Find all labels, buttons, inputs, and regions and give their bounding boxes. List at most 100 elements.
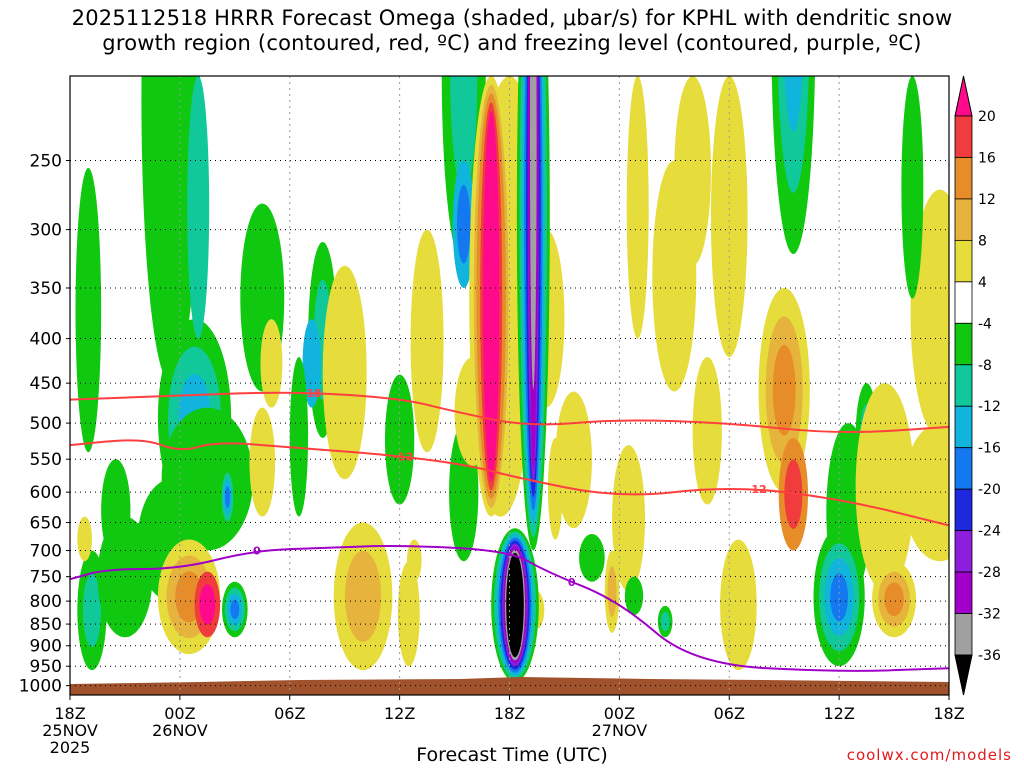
omega-blob [612, 445, 646, 592]
x-tick-label: 25NOV [42, 721, 98, 740]
y-tick-label: 500 [30, 414, 62, 434]
omega-blob [720, 539, 757, 671]
x-tick-label: 00Z [164, 704, 195, 723]
x-tick-label: 18Z [933, 704, 964, 723]
omega-blob [784, 459, 803, 529]
x-tick-label: 27NOV [592, 721, 648, 740]
omega-blob [901, 76, 924, 299]
contour-label: 0 [568, 576, 576, 589]
colorbar-swatch [954, 281, 973, 324]
contour-label: -12 [747, 483, 767, 496]
y-tick-label: 450 [30, 374, 62, 394]
omega-blob [187, 76, 210, 339]
omega-blob [903, 423, 949, 562]
contour-label: -12 [393, 450, 413, 463]
omega-blob [830, 573, 849, 622]
omega-blob [249, 407, 276, 517]
title-line-2: growth region (contoured, red, ºC) and f… [102, 31, 922, 55]
colorbar-swatch [954, 488, 973, 532]
omega-blob [660, 611, 670, 632]
y-tick-label: 700 [30, 542, 62, 562]
y-tick-label: 600 [30, 483, 62, 503]
x-tick-label: 00Z [604, 704, 635, 723]
contour-label: 0 [253, 544, 261, 557]
omega-blob [624, 576, 644, 616]
y-tick-label: 850 [30, 615, 62, 635]
omega-blob [75, 168, 102, 453]
colorbar-swatch [954, 157, 973, 200]
omega-blob [230, 599, 240, 620]
y-tick-label: 800 [30, 592, 62, 612]
omega-blob [384, 374, 415, 505]
x-tick-label: 18Z [494, 704, 525, 723]
omega-blob [692, 357, 722, 505]
y-tick-label: 650 [30, 513, 62, 533]
omega-blob [322, 265, 367, 480]
x-tick-label: 12Z [384, 704, 415, 723]
omega-blob [344, 550, 382, 642]
colorbar-label: 20 [978, 109, 996, 125]
contours: -18 -12 -12 0 0 [70, 387, 949, 672]
colorbar-label: -36 [978, 648, 1001, 664]
omega-blob [884, 582, 904, 617]
x-tick-label: 18Z [54, 704, 85, 723]
omega-blob [784, 76, 803, 132]
colorbar-label: -12 [978, 399, 1001, 415]
y-tick-label: 750 [30, 568, 62, 588]
colorbar-label: -24 [978, 524, 1001, 540]
colorbar-swatch [954, 198, 973, 241]
omega-shading [75, 76, 949, 682]
contour-line [70, 439, 949, 527]
omega-blob [855, 383, 915, 592]
title-line-1: 2025112518 HRRR Forecast Omega (shaded, … [71, 6, 953, 30]
colorbar-label: 4 [978, 275, 987, 291]
omega-blob [82, 573, 101, 648]
colorbar: 20 16 12 8 4 -4 -8 -12 -16 -20 -24 -28 -32 -36 [954, 75, 1001, 696]
colorbar-swatch [954, 115, 973, 158]
y-tick-label: 400 [30, 330, 62, 350]
contour-label: -18 [302, 387, 322, 400]
y-tick-label: 1000 [19, 677, 62, 697]
colorbar-label: -16 [978, 441, 1001, 457]
surface-ground [70, 677, 949, 695]
omega-blob [450, 76, 478, 192]
colorbar-label: -8 [978, 358, 992, 374]
colorbar-label: -20 [978, 482, 1001, 498]
omega-blob [224, 486, 231, 508]
omega-storm-core [530, 76, 537, 390]
x-tick-label: 06Z [274, 704, 305, 723]
colorbar-label: -28 [978, 565, 1001, 581]
omega-blob [260, 319, 283, 408]
omega-blob [778, 76, 809, 193]
omega-blob [101, 459, 131, 562]
y-tick-label: 300 [30, 221, 62, 241]
colorbar-swatch [954, 530, 973, 573]
omega-storm-core [482, 111, 500, 482]
omega-blob [289, 357, 309, 517]
colorbar-swatch [954, 571, 973, 614]
y-tick-label: 900 [30, 637, 62, 657]
colorbar-swatch [954, 239, 973, 283]
omega-blob [555, 391, 592, 529]
colorbar-label: -4 [978, 316, 992, 332]
y-tick-label: 950 [30, 657, 62, 677]
omega-blob [456, 185, 471, 264]
omega-blob [77, 516, 92, 562]
colorbar-label: 12 [978, 192, 996, 208]
x-tick-label: 2025 [50, 738, 91, 757]
omega-blob [674, 76, 711, 266]
y-tick-label: 350 [30, 279, 62, 299]
colorbar-swatch [954, 447, 973, 490]
x-tick-label: 12Z [823, 704, 854, 723]
colorbar-label: -32 [978, 607, 1001, 623]
credit-text: coolwx.com/models [846, 746, 1012, 764]
colorbar-swatch [954, 322, 973, 366]
y-tick-label: 250 [30, 152, 62, 172]
omega-blob [579, 533, 605, 582]
omega-blob [626, 76, 649, 339]
plot-grid [70, 76, 949, 695]
omega-blob [130, 522, 149, 611]
omega-blob [710, 76, 748, 358]
